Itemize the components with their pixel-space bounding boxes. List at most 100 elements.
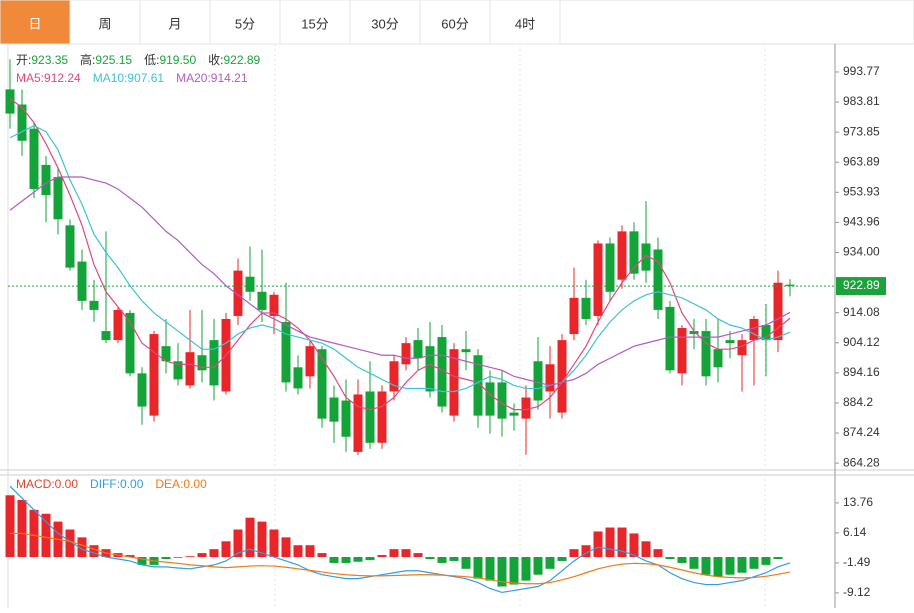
macd-bar — [209, 549, 219, 558]
candle-body — [653, 249, 663, 310]
candle-body — [377, 391, 387, 443]
info-item: DEA:0.00 — [155, 477, 207, 491]
info-label: MA5: — [16, 71, 44, 85]
candle-body — [617, 231, 627, 280]
candle-body — [233, 270, 243, 316]
macd-bar — [329, 557, 339, 563]
macd-bar — [605, 527, 615, 558]
indicator-line — [9, 97, 791, 411]
macd-bar — [461, 557, 471, 569]
macd-bar — [629, 533, 639, 558]
y-tick-label: 874.24 — [843, 425, 880, 439]
tab-label[interactable]: 4时 — [515, 16, 535, 31]
candle-body — [365, 391, 375, 443]
tab-label[interactable]: 15分 — [301, 16, 328, 31]
candle-body — [701, 331, 711, 377]
info-item: 收:922.89 — [208, 53, 260, 67]
tab-label[interactable]: 日 — [28, 16, 41, 31]
tab-label[interactable]: 月 — [168, 16, 181, 31]
y-tick-label: 953.93 — [843, 184, 880, 198]
macd-bar — [593, 531, 603, 558]
macd-bar — [437, 557, 447, 563]
last-price-box — [836, 277, 886, 296]
candle-body — [641, 243, 651, 271]
macd-bar — [17, 499, 27, 558]
tab[interactable] — [489, 0, 561, 45]
info-label: MACD: — [16, 477, 55, 491]
y-tick-label: 983.81 — [843, 94, 880, 108]
tab-label[interactable]: 60分 — [441, 16, 468, 31]
candle-body — [521, 397, 531, 419]
tab[interactable] — [69, 0, 141, 45]
candle-body — [173, 361, 183, 380]
candle-body — [665, 306, 675, 371]
candle-body — [581, 297, 591, 319]
candle-body — [761, 325, 771, 341]
macd-bar — [233, 529, 243, 558]
macd-bar — [65, 529, 75, 558]
info-label: 高: — [80, 52, 95, 67]
info-value: 0.00 — [120, 477, 144, 491]
tab[interactable] — [349, 0, 421, 45]
candle-body — [77, 261, 87, 301]
candle-body — [437, 337, 447, 407]
macd-bar — [485, 557, 495, 581]
tab[interactable] — [209, 0, 281, 45]
candle-body — [89, 300, 99, 310]
macd-bar — [161, 557, 171, 559]
info-item: MA10:907.61 — [93, 71, 165, 85]
y-tick-label: 943.96 — [843, 215, 880, 229]
macd-bar — [521, 557, 531, 581]
macd-bar — [125, 555, 135, 558]
info-label: 开: — [16, 53, 31, 67]
macd-bar — [701, 557, 711, 575]
y-tick-label: 894.16 — [843, 365, 880, 379]
candle-body — [161, 346, 171, 362]
tab-label[interactable]: 30分 — [371, 16, 398, 31]
macd-bar — [689, 557, 699, 569]
y-tick-label: 934.00 — [843, 245, 880, 259]
y-tick-label: 13.76 — [843, 495, 873, 509]
macd-bar — [245, 517, 255, 558]
candle-body — [29, 128, 39, 190]
candle-body — [305, 346, 315, 377]
info-label: DEA: — [155, 477, 183, 491]
info-value: 0.00 — [55, 477, 79, 491]
macd-bar — [293, 545, 303, 558]
candle-body — [593, 243, 603, 316]
macd-bar — [365, 557, 375, 561]
tab[interactable] — [0, 0, 71, 45]
candle-body — [569, 297, 579, 335]
candle-body — [737, 340, 747, 356]
macd-bar — [221, 541, 231, 558]
candle-body — [341, 400, 351, 437]
macd-bar — [41, 513, 51, 558]
y-tick-label: 963.89 — [843, 154, 880, 168]
candle-body — [197, 355, 207, 371]
macd-bar — [557, 557, 567, 561]
macd-bar — [737, 557, 747, 573]
tab-label[interactable]: 5分 — [235, 16, 255, 31]
candle-body — [317, 349, 327, 419]
info-value: 922.89 — [223, 53, 260, 67]
macd-bar — [305, 545, 315, 558]
macd-bar — [413, 553, 423, 558]
y-tick-label: 973.85 — [843, 124, 880, 138]
y-tick-label: -1.49 — [843, 555, 871, 569]
tab[interactable] — [139, 0, 211, 45]
macd-bar — [137, 557, 147, 565]
candle-body — [185, 352, 195, 386]
macd-bar — [401, 549, 411, 558]
candle-body — [557, 340, 567, 413]
tab[interactable] — [419, 0, 491, 45]
info-item: DIFF:0.00 — [90, 477, 144, 491]
macd-bar — [569, 549, 579, 558]
candle-body — [425, 346, 435, 392]
info-value: 925.15 — [95, 53, 132, 67]
candle-body — [533, 361, 543, 401]
tab-label[interactable]: 周 — [98, 16, 111, 31]
candle-body — [53, 177, 63, 220]
candle-body — [5, 89, 15, 114]
